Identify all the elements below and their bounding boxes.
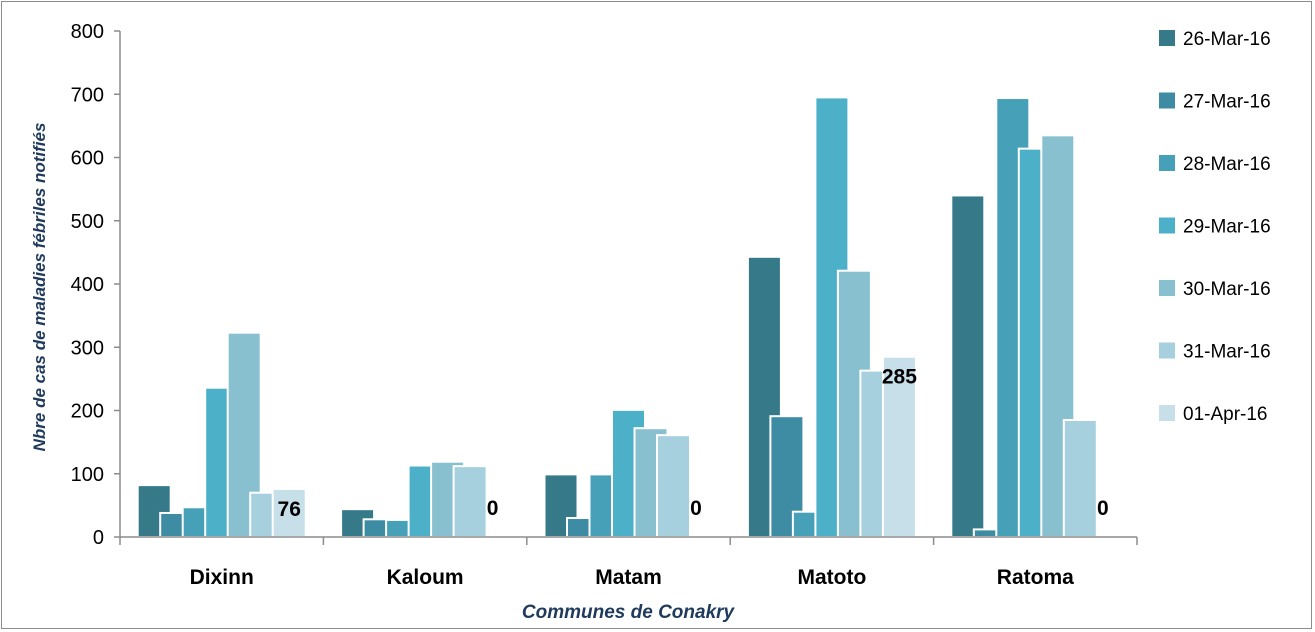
data-labels: 76 0 0 285 0 [278, 366, 1109, 521]
x-axis-title: Communes de Conakry [522, 602, 736, 623]
legend: 26-Mar-16 27-Mar-16 28-Mar-16 29-Mar-16 30-M… [1159, 29, 1271, 425]
data-label: 0 [1097, 497, 1109, 520]
x-category-label: Kaloum [387, 566, 464, 589]
x-category-label: Matam [595, 566, 662, 589]
legend-label: 31-Mar-16 [1183, 342, 1271, 363]
bar [452, 465, 488, 538]
legend-label: 26-Mar-16 [1183, 29, 1271, 50]
bar [271, 487, 307, 538]
legend-swatch [1159, 155, 1175, 171]
legend-label: 30-Mar-16 [1183, 279, 1271, 300]
data-label: 0 [690, 497, 702, 520]
bar [881, 355, 917, 538]
y-tick-label: 400 [71, 274, 104, 296]
y-tick-label: 700 [71, 84, 104, 106]
legend-swatch [1159, 30, 1175, 46]
x-category-label: Ratoma [997, 566, 1074, 589]
data-label: 76 [278, 498, 301, 521]
y-axis-title: Nbre de cas de maladies fébriles notifié… [30, 123, 49, 452]
x-categories: Dixinn Kaloum Matam Matoto Ratoma [119, 537, 1138, 589]
bars-layer [136, 96, 1098, 539]
y-ticks: 0 100 200 300 400 500 600 700 800 [71, 21, 120, 549]
legend-swatch [1159, 342, 1175, 359]
y-tick-label: 300 [71, 337, 104, 359]
legend-swatch [1159, 217, 1175, 234]
data-label: 0 [487, 497, 499, 520]
bar [656, 434, 691, 539]
data-label: 285 [882, 366, 917, 389]
x-category-label: Matoto [797, 566, 866, 589]
y-tick-label: 100 [71, 464, 104, 486]
legend-swatch [1159, 405, 1175, 421]
y-tick-label: 200 [71, 401, 104, 423]
x-category-label: Dixinn [190, 566, 254, 589]
legend-label: 01-Apr-16 [1183, 404, 1268, 425]
y-tick-label: 600 [71, 148, 104, 170]
legend-label: 29-Mar-16 [1183, 217, 1271, 238]
y-tick-label: 500 [71, 211, 104, 233]
bar [950, 194, 986, 538]
legend-label: 27-Mar-16 [1183, 92, 1271, 113]
legend-swatch [1159, 280, 1175, 296]
legend-label: 28-Mar-16 [1183, 154, 1271, 175]
bar [1062, 418, 1098, 538]
y-tick-label: 0 [93, 527, 104, 549]
legend-swatch [1159, 92, 1175, 109]
y-tick-label: 800 [71, 21, 104, 43]
